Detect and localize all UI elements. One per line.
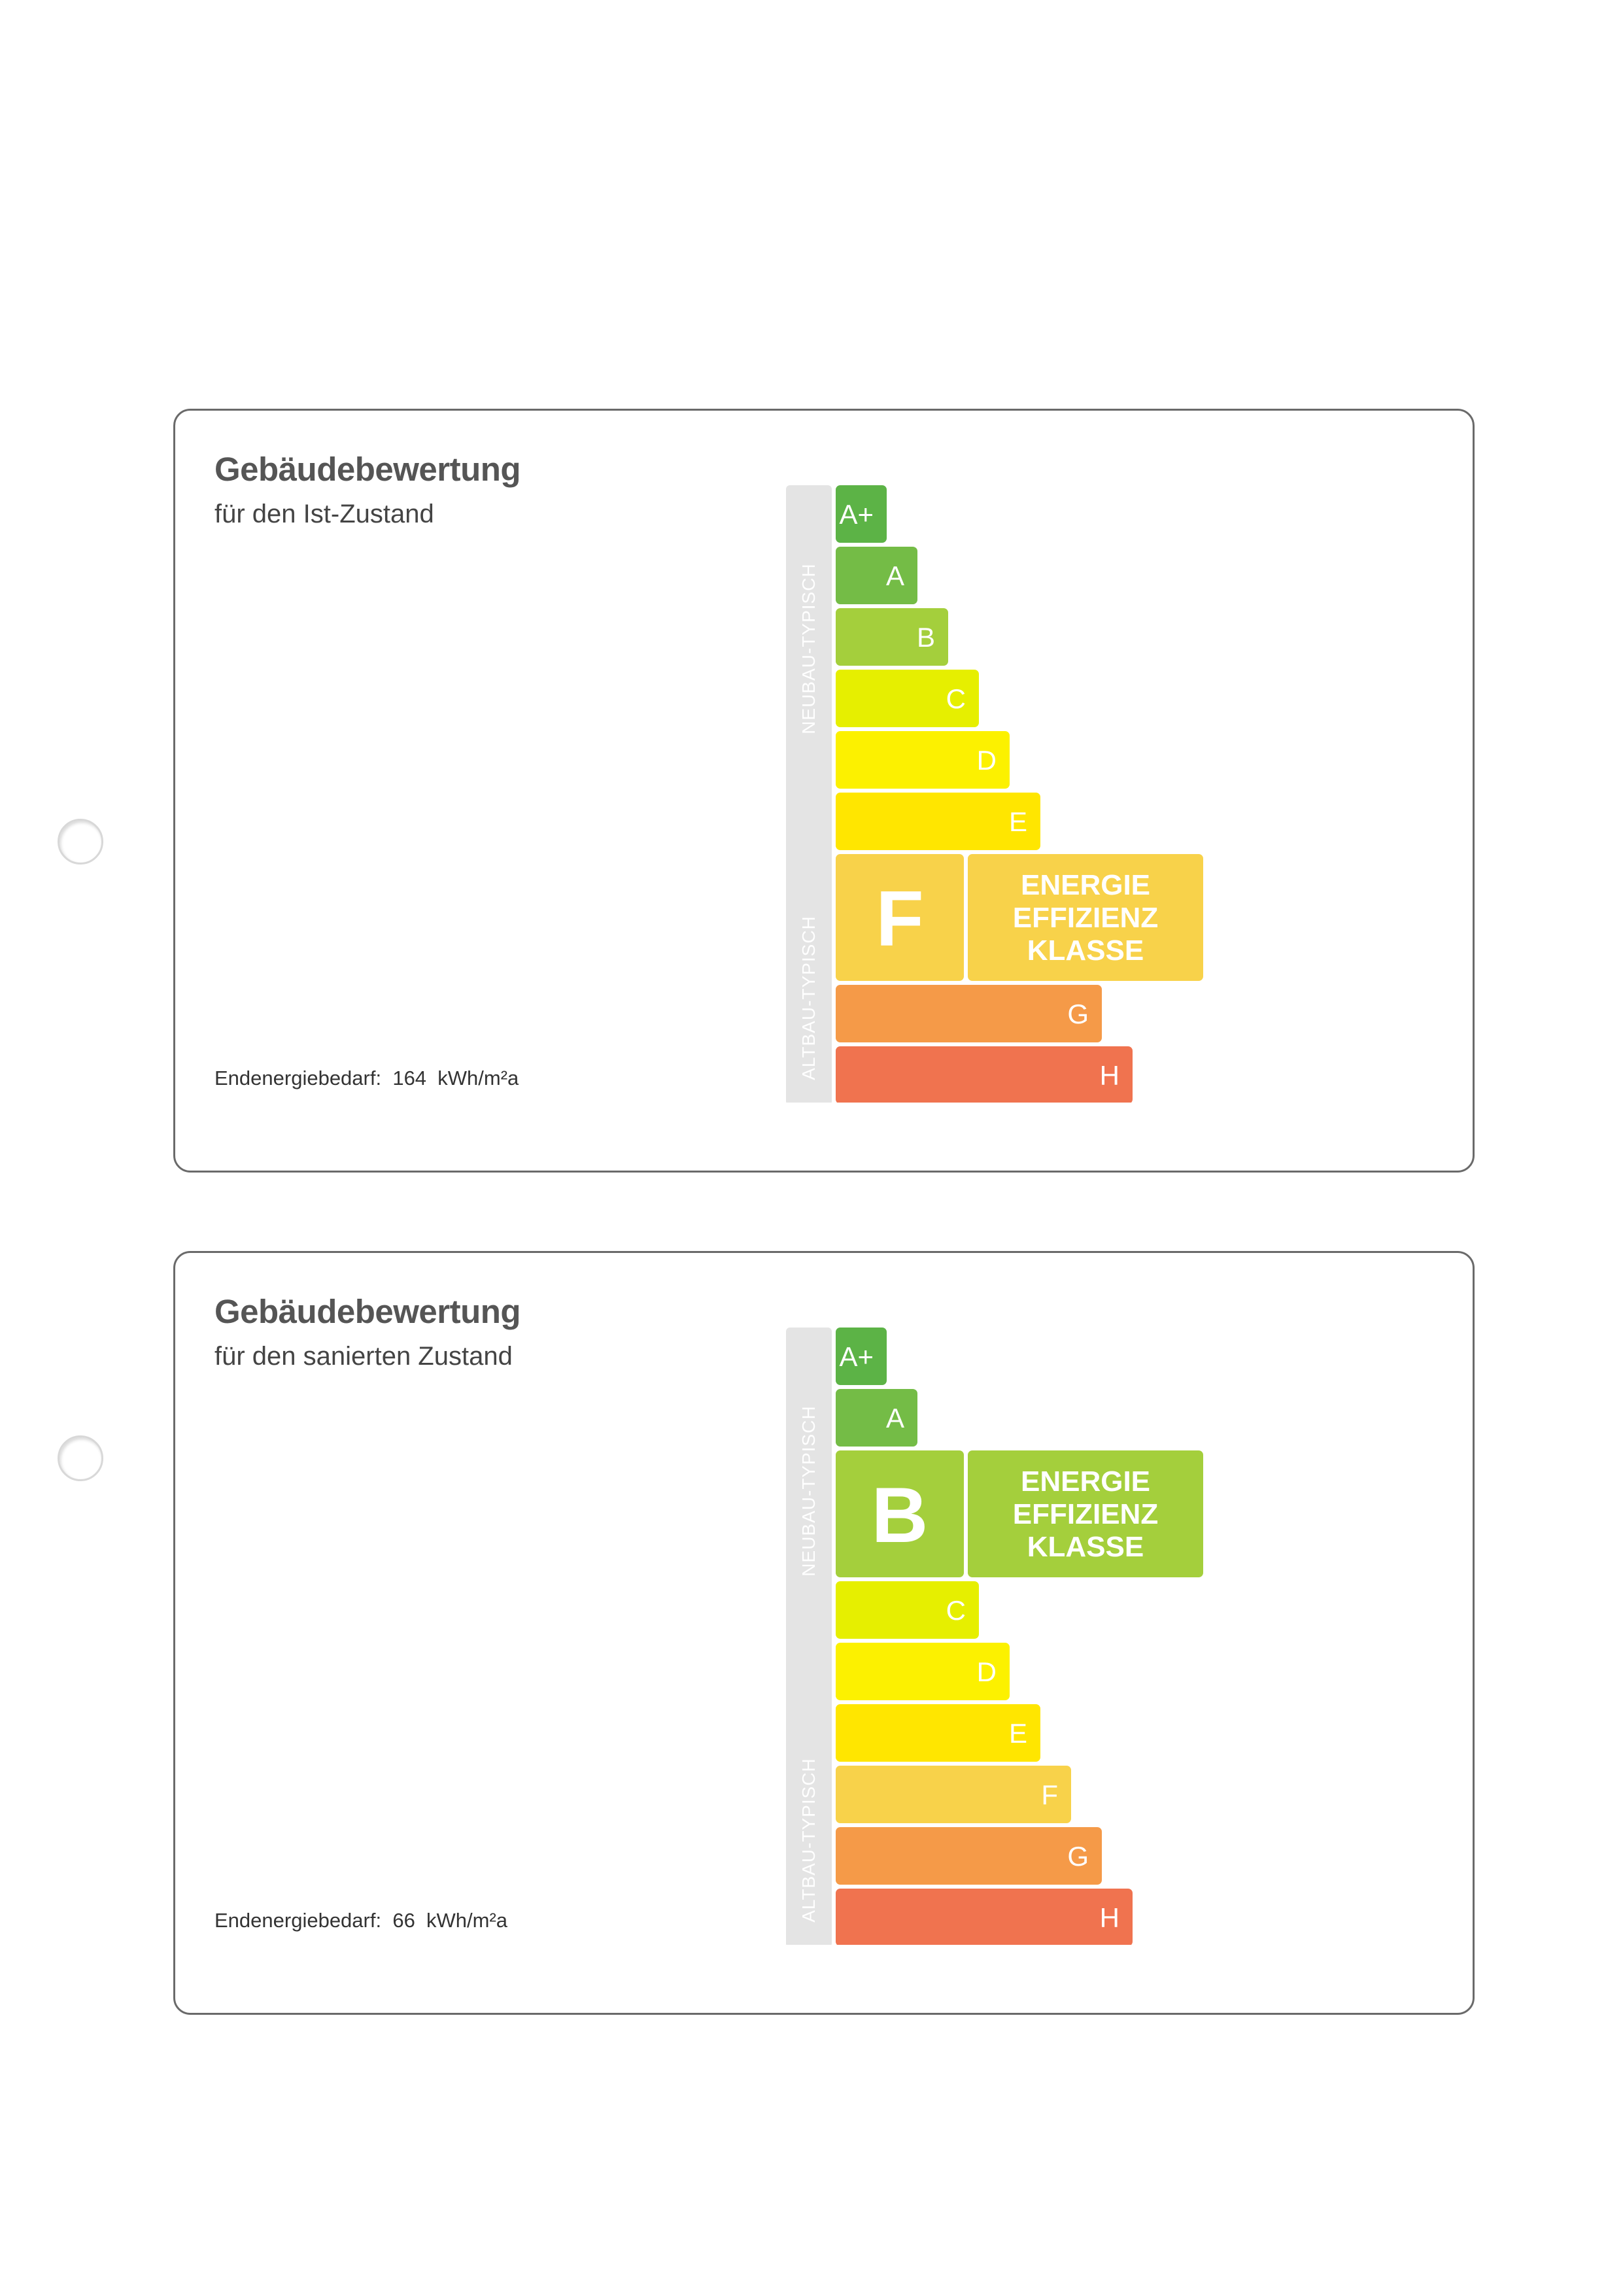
class-bar-c xyxy=(836,670,979,727)
class-bar-h xyxy=(836,1046,1133,1103)
energy-demand-unit: kWh/m²a xyxy=(437,1067,519,1089)
class-label-f: F xyxy=(1041,1779,1058,1810)
punch-hole-top xyxy=(58,819,103,865)
class-bar-a xyxy=(836,547,917,604)
energy-demand-label: Endenergiebedarf: xyxy=(214,1067,382,1089)
card-title: Gebäudebewertung xyxy=(214,451,521,488)
rating-card-renovated: Gebäudebewertung für den sanierten Zusta… xyxy=(173,1251,1475,2015)
energy-demand: Endenergiebedarf: 164 kWh/m²a xyxy=(214,1067,519,1090)
class-label-d: D xyxy=(977,745,997,776)
badge-line-1: ENERGIE xyxy=(1021,869,1150,901)
class-bar-h xyxy=(836,1889,1133,1945)
class-bar-d xyxy=(836,731,1010,789)
class-bar-b xyxy=(836,1450,964,1577)
class-bar-f xyxy=(836,1766,1071,1823)
badge-line-3: KLASSE xyxy=(1027,934,1144,967)
badge-line-2: EFFIZIENZ xyxy=(1013,902,1158,934)
class-bar-e xyxy=(836,1704,1040,1762)
rating-card-current: Gebäudebewertung für den Ist-Zustand End… xyxy=(173,409,1475,1173)
energy-demand-label: Endenergiebedarf: xyxy=(214,1909,382,1932)
badge-line-1: ENERGIE xyxy=(1021,1465,1150,1498)
class-label-e: E xyxy=(1009,1718,1027,1749)
side-column-bg xyxy=(786,1328,832,1945)
badge-line-2: EFFIZIENZ xyxy=(1013,1498,1158,1530)
class-label-g: G xyxy=(1067,999,1089,1029)
class-label-g: G xyxy=(1067,1841,1089,1872)
selected-class-letter: F xyxy=(876,875,923,963)
class-label-h: H xyxy=(1100,1902,1119,1933)
card-subtitle: für den sanierten Zustand xyxy=(214,1342,513,1371)
selected-class-letter: B xyxy=(872,1471,929,1559)
class-label-c: C xyxy=(946,683,966,714)
class-bar-f xyxy=(836,854,964,981)
badge-line-3: KLASSE xyxy=(1027,1531,1144,1563)
energy-demand-value: 164 xyxy=(392,1067,427,1089)
side-column-bg xyxy=(786,485,832,1103)
class-bar-d xyxy=(836,1643,1010,1700)
energy-demand-unit: kWh/m²a xyxy=(426,1909,508,1932)
class-label-a-plus: A+ xyxy=(839,499,874,530)
class-label-h: H xyxy=(1100,1060,1119,1091)
side-label-neubau: NEUBAU-TYPISCH xyxy=(798,1405,819,1576)
energy-efficiency-scale: NEUBAU-TYPISCH ALTBAU-TYPISCH A+ A B C D E F ENER… xyxy=(786,485,1211,1103)
card-title: Gebäudebewertung xyxy=(214,1293,521,1330)
side-label-altbau: ALTBAU-TYPISCH xyxy=(798,916,819,1080)
class-label-b: B xyxy=(917,622,935,653)
card-subtitle: für den Ist-Zustand xyxy=(214,500,434,528)
class-bar-c xyxy=(836,1581,979,1639)
energy-efficiency-scale: NEUBAU-TYPISCH ALTBAU-TYPISCH A+ A B ENERGIE E… xyxy=(786,1328,1211,1945)
class-label-e: E xyxy=(1009,806,1027,837)
side-label-neubau: NEUBAU-TYPISCH xyxy=(798,563,819,734)
class-bar-a-plus xyxy=(836,1328,887,1385)
class-label-a: A xyxy=(886,560,904,591)
class-label-c: C xyxy=(946,1595,966,1626)
class-bar-a-plus xyxy=(836,485,887,543)
class-bar-g xyxy=(836,1827,1102,1885)
class-bar-g xyxy=(836,985,1102,1042)
energy-demand-value: 66 xyxy=(392,1909,415,1932)
class-label-d: D xyxy=(977,1656,997,1687)
class-label-a-plus: A+ xyxy=(839,1341,874,1372)
side-label-altbau: ALTBAU-TYPISCH xyxy=(798,1758,819,1923)
class-label-a: A xyxy=(886,1403,904,1433)
punch-hole-bottom xyxy=(58,1435,103,1481)
class-bar-b xyxy=(836,608,948,666)
class-bar-a xyxy=(836,1389,917,1447)
efficiency-class-badge xyxy=(968,1450,1203,1577)
energy-demand: Endenergiebedarf: 66 kWh/m²a xyxy=(214,1909,507,1932)
class-bar-e xyxy=(836,793,1040,850)
efficiency-class-badge xyxy=(968,854,1203,981)
